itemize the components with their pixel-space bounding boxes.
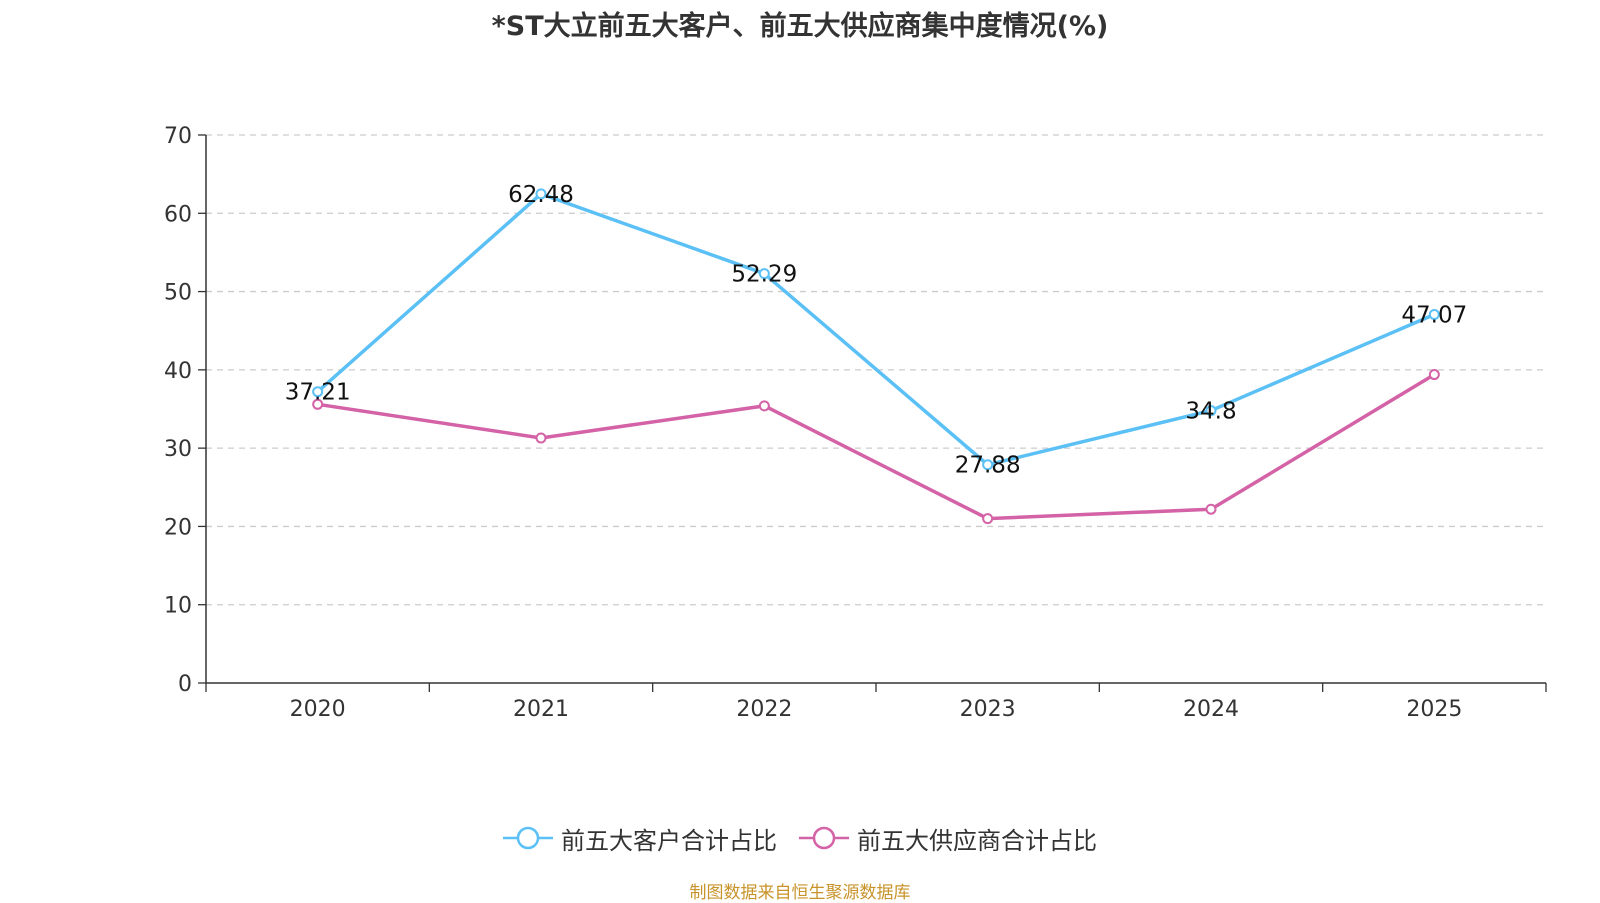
legend-label-customers: 前五大客户合计占比 — [561, 826, 777, 855]
point-customers-2025[interactable] — [1428, 309, 1440, 321]
point-customers-2022[interactable] — [758, 268, 770, 280]
series-line-suppliers — [317, 373, 1436, 521]
point-suppliers-2021[interactable] — [535, 432, 547, 444]
legend-marker-customers-icon — [503, 826, 553, 850]
y-tick-label-30: 30 — [164, 437, 192, 462]
legend-marker-suppliers-icon — [799, 826, 849, 850]
series-line-customers — [316, 192, 1436, 467]
point-customers-2023[interactable] — [982, 459, 994, 471]
point-suppliers-2023[interactable] — [982, 513, 994, 525]
data-label-customers-2024: 34.8 — [1185, 399, 1236, 425]
legend-label-suppliers: 前五大供应商合计占比 — [857, 826, 1097, 855]
point-suppliers-2020[interactable] — [312, 398, 324, 410]
series-layer — [312, 188, 1440, 525]
y-tick-label-0: 0 — [178, 672, 192, 697]
data-label-customers-2023: 27.88 — [955, 453, 1021, 479]
y-tick-label-40: 40 — [164, 359, 192, 384]
legend: 前五大客户合计占比 前五大供应商合计占比 — [0, 820, 1600, 856]
y-tick-label-10: 10 — [164, 594, 192, 619]
point-suppliers-2022[interactable] — [758, 400, 770, 412]
point-suppliers-2024[interactable] — [1205, 503, 1217, 515]
point-suppliers-2025[interactable] — [1428, 369, 1440, 381]
axes: 0 10 20 30 40 50 60 70 2020 2021 2022 2023 2024 2025 — [164, 124, 1547, 722]
x-tick-label-2023: 2023 — [960, 697, 1016, 722]
legend-item-customers[interactable]: 前五大客户合计占比 — [503, 821, 777, 856]
y-tick-label-60: 60 — [164, 202, 192, 227]
x-tick-label-2025: 2025 — [1406, 697, 1462, 722]
x-tick-label-2024: 2024 — [1183, 697, 1239, 722]
x-tick-label-2022: 2022 — [736, 697, 792, 722]
legend-item-suppliers[interactable]: 前五大供应商合计占比 — [799, 821, 1097, 856]
point-customers-2020[interactable] — [312, 386, 324, 398]
x-tick-label-2020: 2020 — [290, 697, 346, 722]
x-tick-label-2021: 2021 — [513, 697, 569, 722]
data-label-customers-2021: 62.48 — [508, 182, 574, 208]
point-customers-2024[interactable] — [1205, 405, 1217, 417]
y-tick-label-70: 70 — [164, 124, 192, 149]
chart-title: *ST大立前五大客户、前五大供应商集中度情况(%) — [491, 11, 1109, 42]
source-note: 制图数据来自恒生聚源数据库 — [689, 883, 911, 903]
data-label-customers-2022: 52.29 — [731, 262, 797, 288]
data-label-customers-2020: 37.21 — [285, 380, 351, 406]
data-label-customers-2025: 47.07 — [1401, 303, 1467, 329]
y-tick-label-50: 50 — [164, 281, 192, 306]
data-labels: 37.21 62.48 52.29 27.88 34.8 47.07 — [285, 182, 1468, 479]
y-tick-label-20: 20 — [164, 515, 192, 540]
point-customers-2021[interactable] — [535, 188, 547, 200]
